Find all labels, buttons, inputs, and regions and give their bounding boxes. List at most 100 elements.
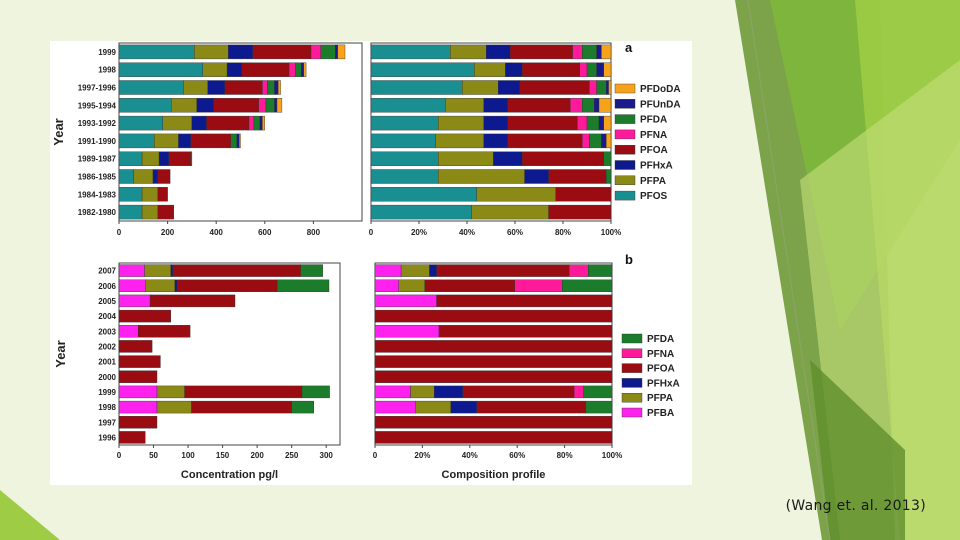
a-composition-bar-pfna: [582, 133, 590, 149]
b-composition-tick-label: 40%: [462, 451, 478, 460]
legend-swatch-pfda: [621, 333, 643, 344]
a-concentration-bar-pfoa: [213, 98, 260, 113]
b-concentration-year-label: 2007: [98, 267, 116, 276]
legend-label-pfpa: PFPA: [640, 176, 666, 187]
a-concentration-year-label: 1999: [98, 48, 116, 57]
a-composition-bar-pfdoda: [603, 115, 612, 131]
a-concentration-year-label: 1998: [98, 66, 116, 75]
a-concentration-bar-pfos: [118, 44, 195, 60]
b-composition-tick-label: 60%: [509, 451, 525, 460]
a-concentration-bar-pfdoda: [337, 44, 346, 60]
a-composition-bar-pfda: [586, 115, 600, 131]
b-concentration-bar-pfda: [300, 264, 323, 277]
panel-b-concentration-plot: 2007200620052004200320022001200019991998…: [53, 262, 341, 481]
b-concentration-year-label: 2001: [98, 358, 116, 367]
a-concentration-bar-pfda: [320, 44, 336, 60]
a-composition-bar-pfpa: [438, 169, 525, 184]
legend-swatch-pfoa: [614, 144, 636, 155]
a-concentration-bar-pfos: [118, 133, 155, 149]
b-concentration-tick-label: 150: [216, 451, 230, 460]
a-composition-bar-pfdoda: [603, 62, 612, 77]
legend-label-pfda: PFDA: [640, 115, 667, 126]
b-concentration-bar-pfoa: [138, 325, 191, 338]
a-composition-bar-pfhxa: [483, 133, 508, 149]
a-concentration-bar-pfdoda: [276, 98, 283, 113]
panel-b-composition-plot: 0 20% 40% 60% 80% 100% Composition profile PFDA…: [373, 262, 680, 481]
a-concentration-bar-pfda: [266, 80, 275, 95]
a-concentration-bar-pfoa: [206, 115, 250, 131]
a-composition-bar-pfpa: [462, 80, 499, 95]
b-concentration-frame: [118, 262, 341, 446]
a-concentration-bar-pfunda: [274, 80, 279, 95]
b-concentration-bar-pfoa: [118, 355, 161, 368]
a-concentration-bar-pfoa: [157, 204, 174, 220]
a-concentration-tick-label: 0: [117, 228, 122, 237]
a-composition-bar-pfos: [370, 133, 437, 149]
panel-a-concentration-plot: 1999 1998 1997-1996 1995-1994 1993-1992 1991-…: [51, 42, 363, 237]
a-composition-bar-pfunda: [594, 98, 600, 113]
b-concentration-year-label: 1996: [98, 433, 116, 442]
b-concentration-xlabel: Concentration pg/l: [181, 469, 278, 481]
a-concentration-bar-pfhxa: [228, 44, 253, 60]
a-composition-bar-pfdoda: [606, 133, 612, 149]
b-composition-bar-pfna: [573, 385, 584, 399]
a-concentration-bar-pfhxa: [178, 133, 191, 149]
legend-label-pfoa: PFOA: [647, 364, 675, 375]
b-composition-bar-pfoa: [374, 340, 613, 353]
a-concentration-bar-pfda: [265, 98, 275, 113]
a-composition-bar-pfna: [570, 98, 583, 113]
a-composition-frame: [370, 42, 612, 222]
a-concentration-year-label: 1995-1994: [78, 101, 117, 110]
a-concentration-bar-pfos: [118, 80, 184, 95]
legend-swatch-pfna: [621, 348, 643, 358]
a-composition-bar-pfos: [370, 151, 439, 166]
b-composition-bar-pfpa: [398, 279, 426, 293]
b-concentration-bar-pfoa: [172, 264, 301, 277]
a-composition-bar-pfpa: [435, 133, 484, 149]
a-concentration-bar-pfunda: [236, 133, 240, 149]
a-composition-bar-pfhxa: [524, 169, 549, 184]
a-composition-bar-pfoa: [548, 169, 607, 184]
a-composition-bar-pfdoda: [608, 80, 612, 95]
legend-label-pfos: PFOS: [640, 191, 668, 202]
a-composition-bar-pfos: [370, 169, 439, 184]
legend-label-pfna: PFNA: [640, 130, 667, 141]
a-concentration-bar-pfda: [294, 62, 302, 77]
a-composition-bar-pfhxa: [486, 44, 511, 60]
a-composition-bar-pfpa: [445, 98, 484, 113]
a-composition-bar-pfoa: [507, 98, 571, 113]
a-concentration-bar-pfpa: [194, 44, 229, 60]
a-concentration-bar-pfna: [288, 62, 296, 77]
b-concentration-bar-pfoa: [191, 400, 292, 414]
a-concentration-tick-label: 200: [161, 228, 175, 237]
a-concentration-bar-pfdoda: [239, 133, 241, 149]
a-concentration-bar-pfhxa: [191, 115, 207, 131]
b-composition-bar-pfoa: [438, 325, 613, 338]
a-composition-bar-pfpa: [474, 62, 506, 77]
a-composition-bar-pfunda: [596, 62, 604, 77]
a-composition-bar-pfdoda: [601, 44, 612, 60]
a-concentration-bar-pfpa: [141, 187, 159, 202]
b-concentration-tick-label: 200: [250, 451, 264, 460]
b-composition-bar-pfda: [583, 385, 613, 399]
b-concentration-bar-pfoa: [176, 279, 278, 293]
a-concentration-bar-pfos: [118, 169, 134, 184]
a-concentration-bar-pfdoda: [277, 80, 281, 95]
b-composition-bar-pfba: [374, 385, 411, 399]
a-concentration-bar-pfpa: [141, 204, 159, 220]
a-composition-bar-pfos: [370, 204, 473, 220]
b-concentration-tick-label: 0: [117, 451, 122, 460]
legend-label-pfba: PFBA: [647, 408, 674, 419]
b-concentration-bar-pfpa: [144, 264, 171, 277]
legend-swatch-pfba: [621, 407, 643, 418]
a-concentration-bar-pfunda: [301, 62, 304, 77]
a-concentration-bar-pfunda: [274, 98, 278, 113]
legend-swatch-pfda: [614, 114, 636, 124]
a-composition-bar-pfos: [370, 44, 451, 60]
b-composition-tick-label: 20%: [414, 451, 430, 460]
a-concentration-bar-pfhxa: [152, 169, 159, 184]
figure-panel: 1999 1998 1997-1996 1995-1994 1993-1992 1991-…: [50, 41, 692, 485]
a-composition-bar-pfda: [603, 151, 612, 166]
b-composition-bar-pfoa: [436, 294, 613, 308]
